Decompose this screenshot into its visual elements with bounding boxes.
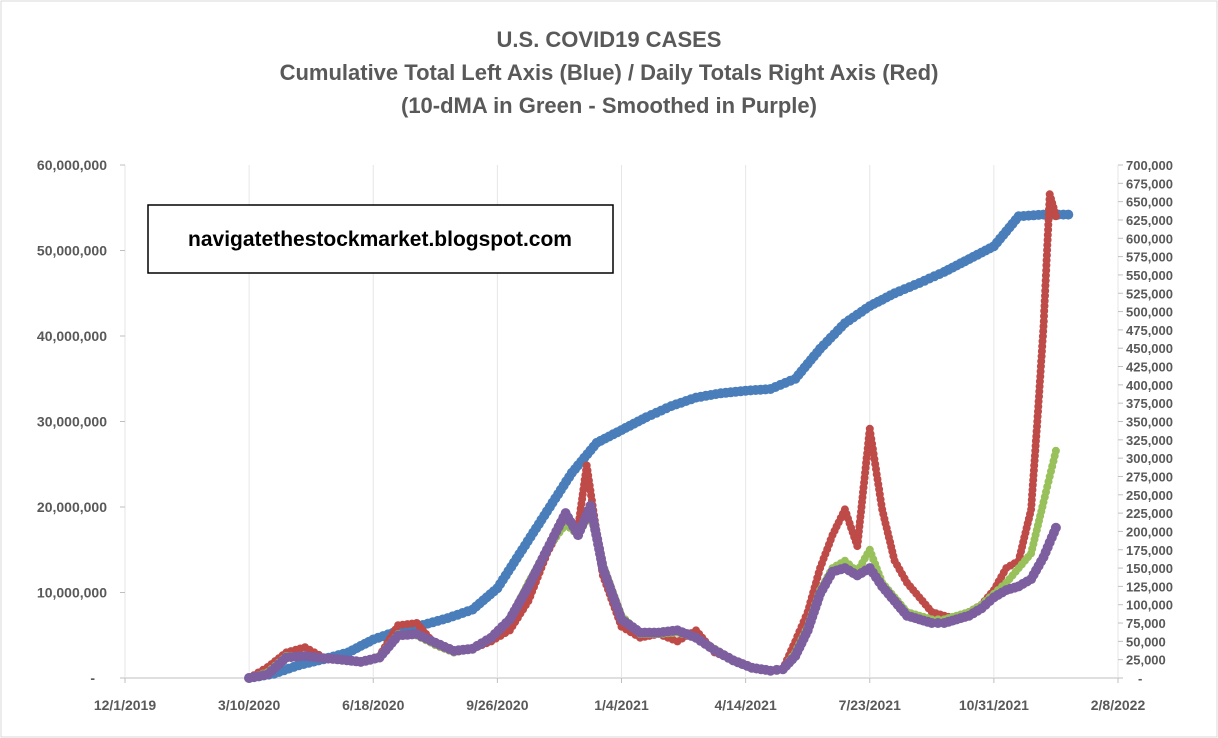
left-tick-label: -	[90, 670, 95, 686]
right-tick-label: 50,000	[1126, 634, 1166, 649]
right-tick-label: 25,000	[1126, 653, 1166, 668]
x-tick-label: 9/26/2020	[466, 697, 528, 713]
data-point	[1063, 209, 1074, 220]
left-tick-label: 60,000,000	[37, 157, 107, 173]
right-tick-label: 350,000	[1126, 415, 1173, 430]
right-tick-label: 375,000	[1126, 396, 1173, 411]
x-tick-label: 1/4/2021	[594, 697, 649, 713]
right-tick-label: 250,000	[1126, 488, 1173, 503]
right-tick-label: 600,000	[1126, 231, 1173, 246]
series-layer	[244, 190, 1074, 683]
x-tick-label: 2/8/2022	[1091, 697, 1146, 713]
right-tick-label: 575,000	[1126, 250, 1173, 265]
chart-subtitle-1: Cumulative Total Left Axis (Blue) / Dail…	[280, 60, 939, 85]
right-axis-ticks: - 25,000 50,000 75,000 100,000 125,000 150,000…	[1118, 158, 1173, 686]
right-tick-label: 225,000	[1126, 506, 1173, 521]
x-axis-ticks: 12/1/2019 3/10/2020 6/18/2020 9/26/2020 1/4/…	[94, 678, 1146, 713]
right-tick-label: 125,000	[1126, 579, 1173, 594]
right-tick-label: 100,000	[1126, 598, 1173, 613]
left-axis-ticks: - 10,000,000 20,000,000 30,000,000 40,000,00…	[37, 157, 125, 686]
watermark-text: navigatethestockmarket.blogspot.com	[188, 228, 572, 251]
right-tick-label: 175,000	[1126, 543, 1173, 558]
right-tick-label: 450,000	[1126, 341, 1173, 356]
watermark-box	[147, 204, 614, 274]
left-tick-label: 20,000,000	[37, 499, 107, 515]
x-tick-label: 7/23/2021	[839, 697, 901, 713]
right-tick-label: 700,000	[1126, 158, 1173, 173]
right-tick-label: 325,000	[1126, 433, 1173, 448]
right-tick-label: 550,000	[1126, 268, 1173, 283]
right-tick-label: 75,000	[1126, 616, 1166, 631]
left-tick-label: 40,000,000	[37, 328, 107, 344]
series-smoothed	[244, 500, 1061, 683]
right-tick-label: 400,000	[1126, 378, 1173, 393]
right-tick-label: 650,000	[1126, 195, 1173, 210]
data-point	[1051, 212, 1060, 221]
right-tick-label: 200,000	[1126, 524, 1173, 539]
x-tick-label: 6/18/2020	[342, 697, 404, 713]
right-tick-label: 625,000	[1126, 213, 1173, 228]
x-tick-label: 3/10/2020	[218, 697, 280, 713]
data-point	[1051, 446, 1060, 455]
right-tick-label: 300,000	[1126, 451, 1173, 466]
right-tick-label: -	[1138, 671, 1142, 686]
chart-subtitle-2: (10-dMA in Green - Smoothed in Purple)	[401, 93, 817, 118]
right-tick-label: 525,000	[1126, 286, 1173, 301]
x-tick-label: 4/14/2021	[714, 697, 776, 713]
right-tick-label: 425,000	[1126, 360, 1173, 375]
right-tick-label: 150,000	[1126, 561, 1173, 576]
left-tick-label: 50,000,000	[37, 243, 107, 259]
left-tick-label: 30,000,000	[37, 414, 107, 430]
data-point	[1050, 522, 1061, 533]
right-tick-label: 500,000	[1126, 305, 1173, 320]
left-tick-label: 10,000,000	[37, 585, 107, 601]
right-tick-label: 675,000	[1126, 176, 1173, 191]
right-tick-label: 275,000	[1126, 469, 1173, 484]
x-tick-label: 12/1/2019	[94, 697, 156, 713]
chart-title: U.S. COVID19 CASES	[497, 27, 722, 52]
x-tick-label: 10/31/2021	[959, 697, 1029, 713]
right-tick-label: 475,000	[1126, 323, 1173, 338]
